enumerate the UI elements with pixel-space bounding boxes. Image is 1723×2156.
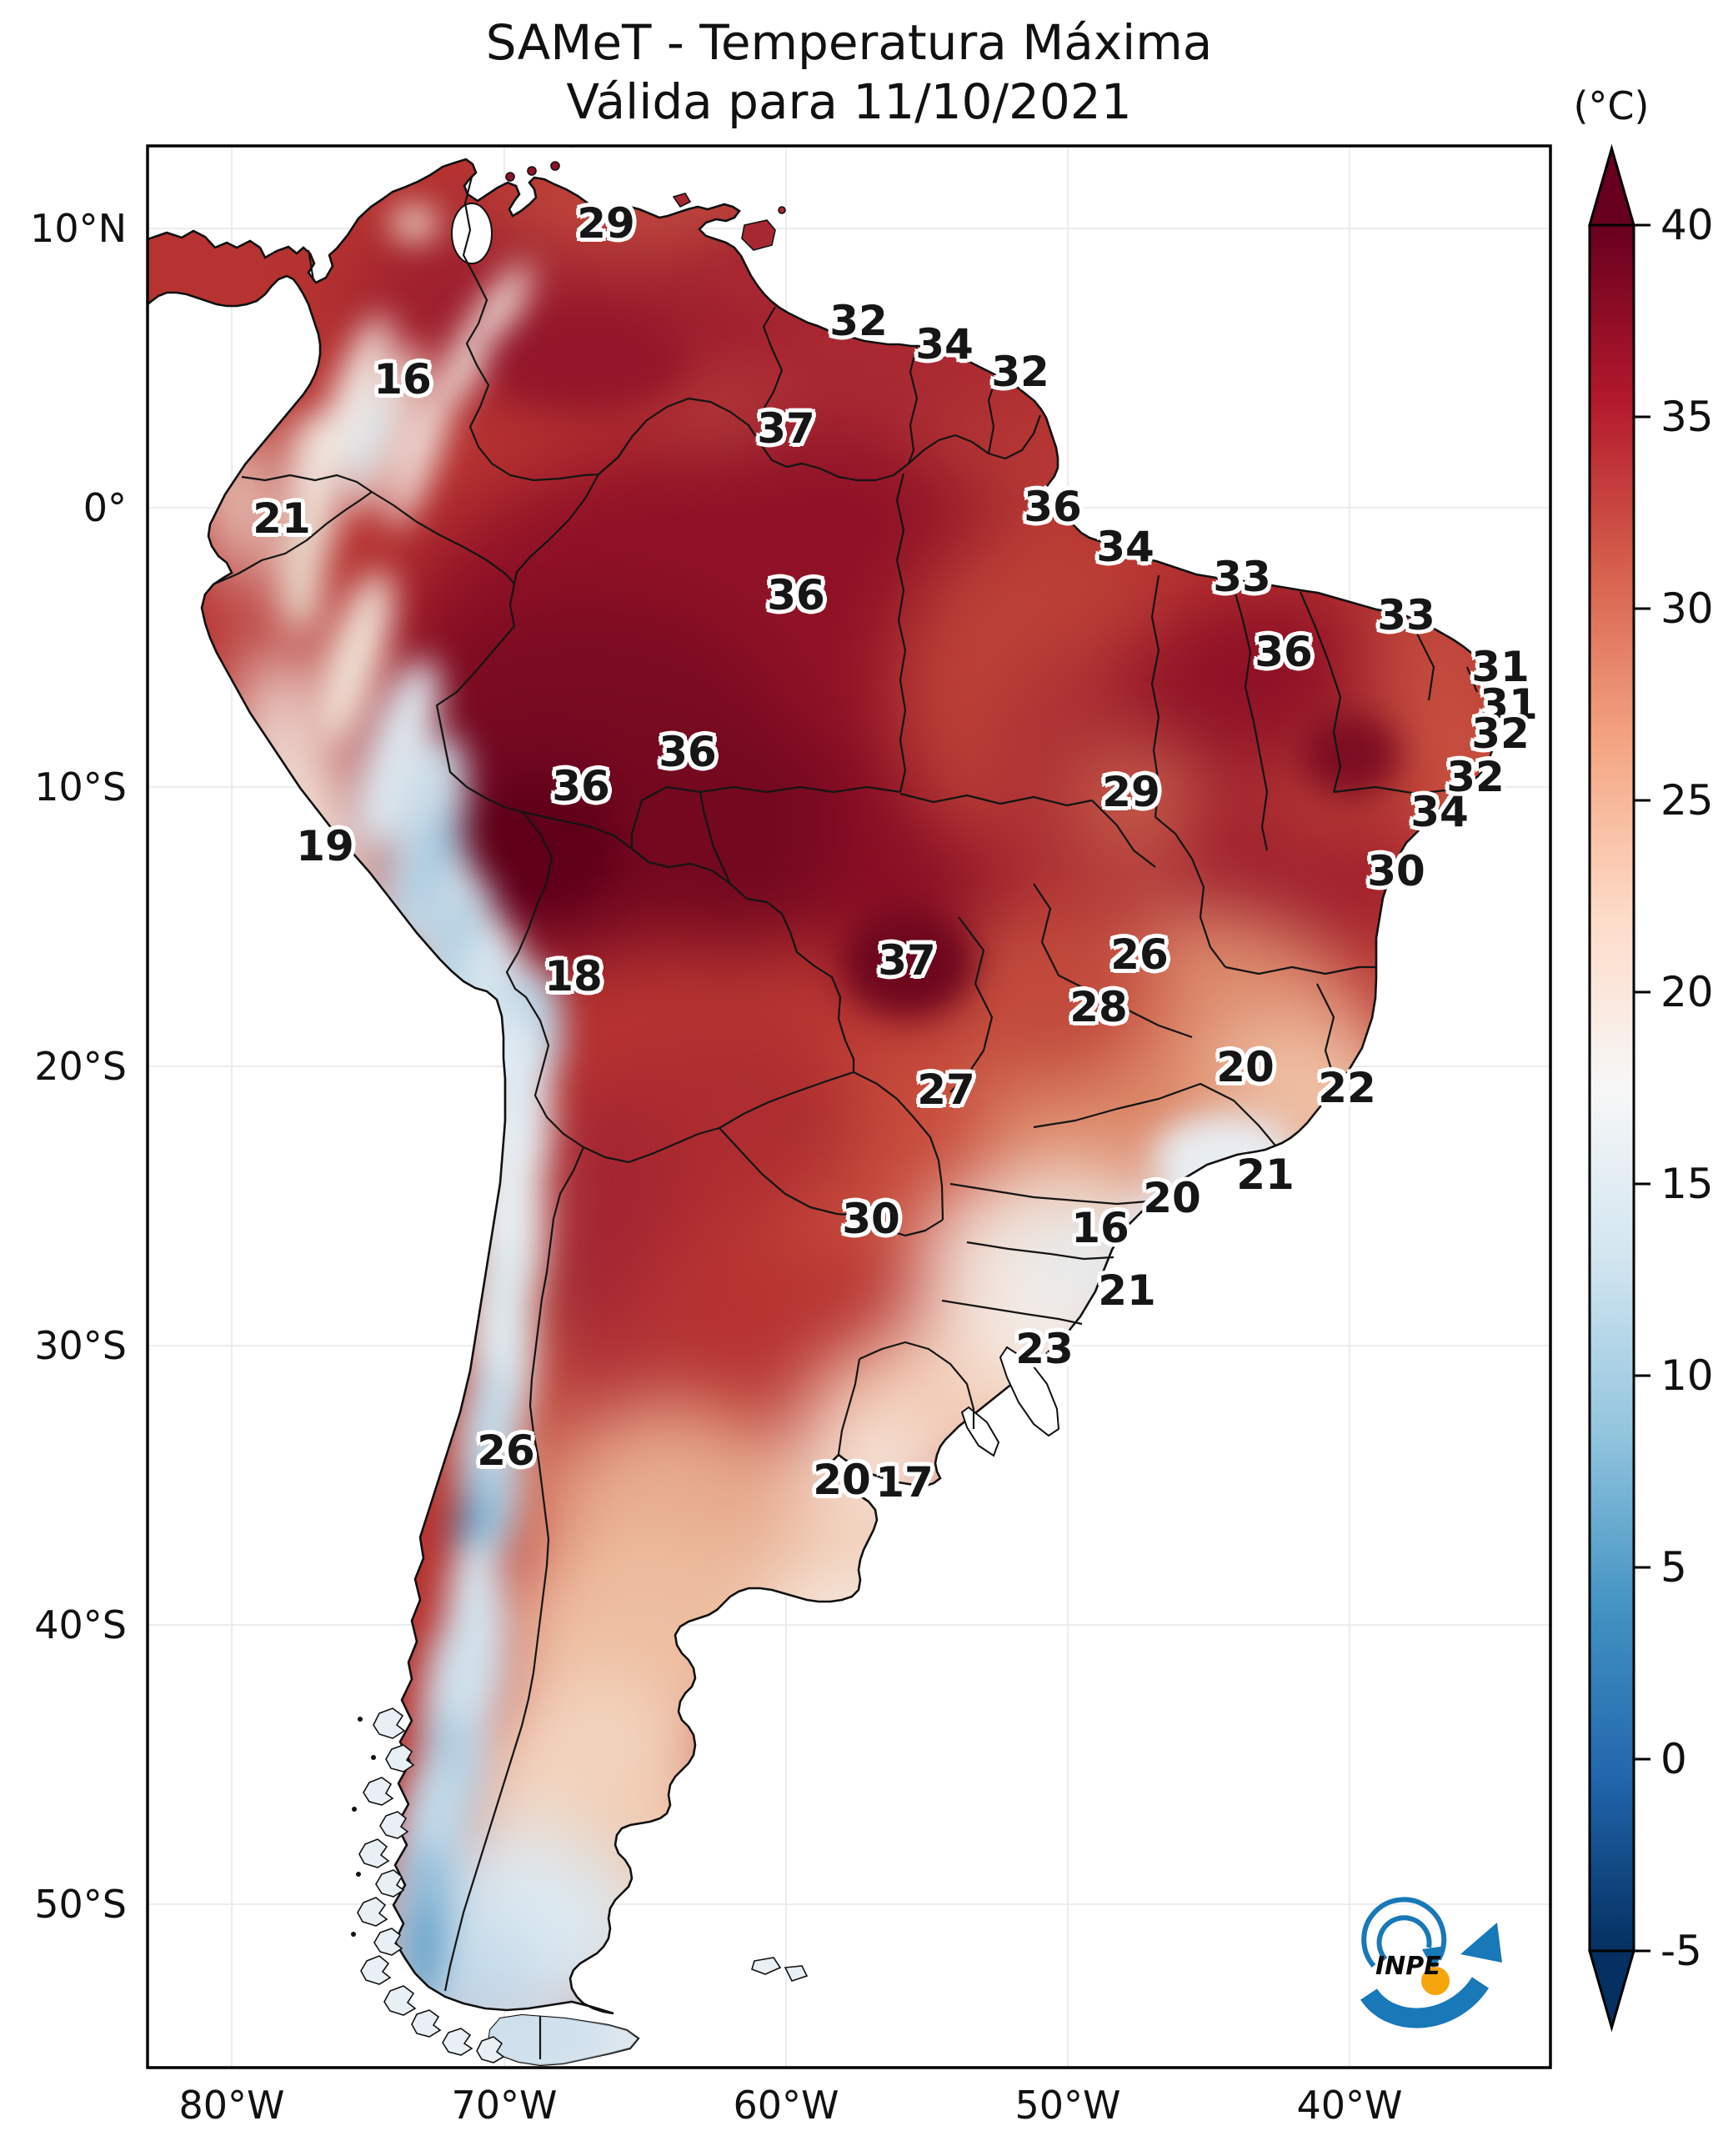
colorbar-tick-label: 5 (1660, 1543, 1687, 1592)
temperature-value-label: 19 (296, 822, 354, 870)
temperature-value-label: 27 (917, 1065, 975, 1114)
temperature-value-label: 16 (373, 355, 432, 404)
colorbar-unit-label: (°C) (1573, 83, 1650, 128)
temperature-value-label: 34 (1096, 523, 1155, 571)
temperature-value-label: 18 (544, 952, 603, 1000)
inpe-logo-text: INPE (1375, 1952, 1441, 1981)
colorbar-tick-label: 25 (1660, 776, 1714, 825)
big-arrowhead-icon (1460, 1923, 1502, 1963)
colorbar-tick-label: 40 (1660, 201, 1714, 249)
temperature-value-label: 32 (1471, 709, 1530, 758)
temperature-value-label: 30 (842, 1195, 900, 1243)
temperature-value-label: 36 (552, 762, 610, 810)
temperature-value-label: 20 (813, 1456, 871, 1504)
temperature-value-label: 21 (253, 494, 311, 543)
temperature-value-label: 21 (1098, 1266, 1156, 1315)
temperature-value-label: 26 (1110, 930, 1169, 979)
temperature-value-label: 26 (477, 1426, 535, 1475)
temperature-value-label: 36 (767, 571, 825, 619)
lakes (451, 203, 1115, 1457)
title-line-1: SAMeT - Temperatura Máxima (485, 14, 1213, 71)
islands (505, 146, 809, 1982)
map-frame (146, 144, 1552, 2069)
temperature-value-label: 34 (915, 320, 974, 369)
temperature-value-label: 32 (1446, 753, 1505, 801)
temperature-value-label: 33 (1377, 591, 1435, 639)
lat-tick-label: 10°S (34, 765, 127, 810)
temperature-value-label: 32 (829, 297, 888, 345)
temperature-value-label: 28 (1069, 983, 1128, 1031)
colorbar (1588, 143, 1650, 2033)
political-borders (214, 176, 1479, 2059)
lon-tick-label: 50°W (1014, 2083, 1121, 2128)
colorbar-tick-label: 0 (1660, 1735, 1687, 1783)
temperature-value-label: 37 (878, 936, 936, 985)
temperature-value-label: 20 (1216, 1043, 1275, 1091)
temperature-value-label: 29 (577, 199, 635, 248)
temperature-value-label: 30 (1367, 847, 1425, 895)
lat-tick-label: 0° (83, 485, 127, 530)
coastline (148, 158, 1500, 2015)
temperature-value-label: 37 (757, 404, 815, 453)
swirl-arrowhead-icon (1422, 1946, 1445, 1971)
lat-tick-label: 50°S (34, 1882, 127, 1927)
temperature-value-label: 34 (1410, 788, 1469, 836)
lat-tick-label: 10°N (30, 206, 127, 251)
temperature-value-label: 36 (659, 728, 717, 776)
temperature-value-label: 17 (875, 1458, 934, 1507)
colorbar-tick-label: -5 (1660, 1927, 1702, 1975)
chart-title: SAMeT - Temperatura Máxima Válida para 1… (148, 13, 1550, 132)
temperature-value-label: 36 (1024, 483, 1082, 531)
lon-tick-label: 70°W (451, 2083, 558, 2128)
temperature-value-label: 36 (1255, 628, 1313, 676)
title-line-2: Válida para 11/10/2021 (566, 73, 1132, 130)
colorbar-tick-label: 30 (1660, 584, 1714, 633)
temperature-value-label: 21 (1236, 1151, 1295, 1199)
fjord-archipelago (351, 1707, 505, 2063)
temperature-value-label: 32 (991, 348, 1049, 396)
temperature-value-label: 20 (1143, 1174, 1201, 1222)
lon-tick-label: 40°W (1296, 2083, 1403, 2128)
temperature-value-label: 31 (1480, 680, 1538, 729)
map-plot-area (148, 146, 1550, 2068)
lon-tick-label: 60°W (733, 2083, 839, 2128)
lat-tick-label: 20°S (34, 1044, 127, 1089)
lat-tick-label: 30°S (34, 1323, 127, 1368)
temperature-value-label: 33 (1213, 553, 1271, 601)
lat-tick-label: 40°S (34, 1602, 127, 1647)
colorbar-tick-marks (1634, 223, 1650, 1953)
colorbar-tick-label: 35 (1660, 393, 1714, 441)
temperature-value-label: 31 (1471, 643, 1530, 691)
orange-dot-icon (1421, 1967, 1450, 1995)
temperature-value-label: 29 (1102, 768, 1160, 816)
colorbar-tick-label: 20 (1660, 968, 1714, 1016)
temperature-value-label: 22 (1318, 1064, 1376, 1112)
temperature-value-label: 23 (1015, 1325, 1074, 1373)
colorbar-tick-label: 15 (1660, 1160, 1714, 1208)
colorbar-tick-label: 10 (1660, 1351, 1714, 1400)
temperature-value-label: 16 (1071, 1204, 1129, 1252)
lon-tick-label: 80°W (178, 2083, 285, 2128)
inpe-logo: INPE (1360, 1897, 1502, 2028)
